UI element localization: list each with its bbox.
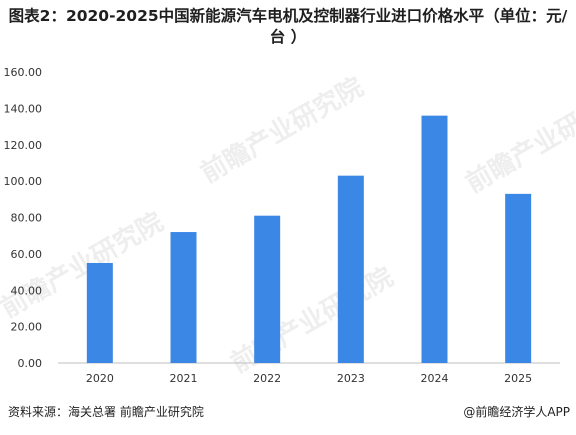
x-tick-label: 2022 [253, 372, 281, 385]
y-tick-label: 20.00 [11, 321, 43, 334]
x-tick-label: 2023 [337, 372, 365, 385]
x-tick-label: 2020 [86, 372, 114, 385]
bar-2024 [421, 115, 448, 364]
y-tick-label: 40.00 [11, 284, 43, 297]
y-tick-label: 80.00 [11, 212, 43, 225]
y-tick-label: 120.00 [4, 139, 43, 152]
x-tick-label: 2021 [170, 372, 198, 385]
bar-2025 [505, 193, 532, 363]
bar-2021 [170, 232, 197, 363]
footer: 资料来源：海关总署 前瞻产业研究院 @前瞻经济学人APP [0, 403, 576, 425]
bar-2023 [337, 175, 364, 363]
y-tick-label: 0.00 [18, 357, 43, 370]
y-tick-label: 100.00 [4, 175, 43, 188]
bar-chart: 0.00 20.00 40.00 60.00 80.00 100.00 120.00 140.… [0, 58, 576, 390]
y-tick-label: 60.00 [11, 248, 43, 261]
bar-2020 [86, 262, 113, 363]
y-tick-label: 140.00 [4, 102, 43, 115]
x-tick-label: 2024 [421, 372, 449, 385]
chart-title: 图表2：2020-2025中国新能源汽车电机及控制器行业进口价格水平（单位：元/… [8, 7, 568, 46]
bar-2022 [254, 215, 281, 363]
x-tick-label: 2025 [504, 372, 532, 385]
source-note: 资料来源：海关总署 前瞻产业研究院 [8, 405, 204, 419]
chart-svg: 0.00 20.00 40.00 60.00 80.00 100.00 120.00 140.… [4, 66, 560, 385]
brand-credit: @前瞻经济学人APP [463, 405, 570, 419]
y-tick-label: 160.00 [4, 66, 43, 79]
